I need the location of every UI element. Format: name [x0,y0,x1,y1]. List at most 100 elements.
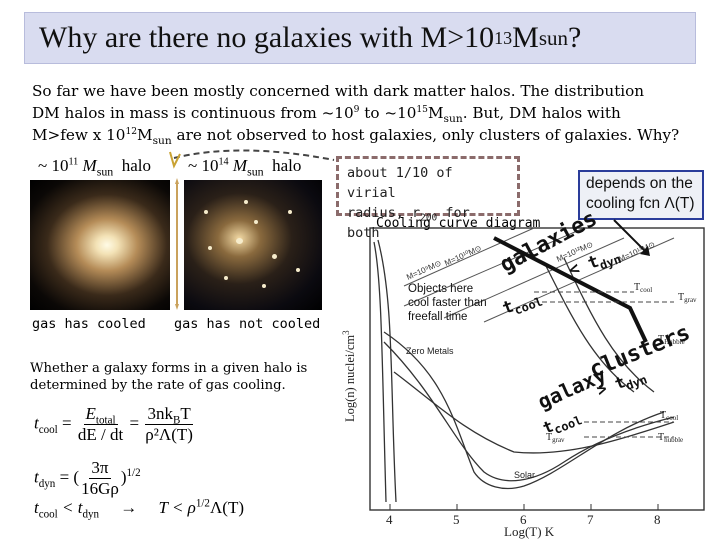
caption-right: gas has not cooled [174,316,321,332]
eq3-a-sub: cool [38,508,58,521]
eq1-lhs-sub: cool [38,423,58,436]
cluster-galaxy-dot [236,238,243,244]
equation-tcool: tcool = Etotal dE / dt = 3nkBT ρ²Λ(T) [34,404,195,445]
eq3-arrow: → [120,498,138,517]
eq3-c-sup: 1/2 [195,497,210,510]
title-mid: M [512,21,539,54]
intro-line-3: M>few x 1012Msun are not observed to hos… [32,124,704,146]
thubble-label-t: T [658,334,664,345]
virial-note-line-2-a: radius, r [347,205,421,221]
tgrav-label-2: Tgrav [546,432,565,444]
eq2-lhs: t [34,467,39,487]
x-tick-8: 8 [654,512,661,527]
halo-left-suffix: halo [121,156,151,175]
eq1-den2: ρ²Λ(T) [145,425,193,444]
x-tick-4: 4 [386,512,393,527]
mass-line [443,237,625,319]
cooling-curve-plot: 4 5 6 7 8 Log(T) K Log(n) nuclei/cm3 M=1… [341,227,705,539]
cooling-curve [373,241,387,503]
halo-left-prefix: ~ 10 [38,156,69,175]
tcool-label-sub: cool [640,286,652,294]
intro-line-3-b: M [137,126,153,144]
eq1-num-sub: total [95,414,116,427]
cooling-note-line-1: depends on the [586,175,693,192]
virial-note-line-1: about 1/10 of virial [347,165,453,201]
y-axis-label-exp: 3 [341,330,351,335]
solar-label: Solar [514,470,535,480]
intro-line-2-d: . But, DM halos with [462,104,621,122]
x-axis-label: Log(T) K [504,524,555,539]
halo-right-prefix: ~ 10 [188,156,219,175]
halo-left-sub: sun [96,164,114,179]
tgrav-label-2-t: T [546,432,552,443]
intro-paragraph: So far we have been mostly concerned wit… [32,80,704,146]
tcool-label-2-sub: cool [666,414,678,422]
eq1-num2: 3nk [147,404,173,423]
halo-right-sub: sun [247,164,264,179]
zero-metals-label: Zero Metals [406,346,454,356]
cooling-curve-zero-metals [383,331,665,490]
tgrav-label-t: T [678,292,684,303]
mass-line [403,227,585,307]
mass-line [403,227,535,287]
cooling-note-arrow [613,219,650,256]
x-tick-5: 5 [453,512,460,527]
thubble-label-2: Thubble [658,432,683,444]
equation-condition: tcool < tdyn → T < ρ1/2Λ(T) [34,497,244,521]
cooling-curve-solar [383,341,675,482]
equation-tdyn: tdyn = (3π 16Gρ)1/2 [34,458,141,499]
tgrav-label-2-sub: grav [552,436,565,444]
virial-note-line-2: radius, r200 for both [347,203,509,243]
cooling-curve-caption: Cooling curve diagram [376,216,541,231]
tcool-label-t: T [634,282,640,293]
emphasis-curve [493,236,648,343]
halo-left-exp: 11 [68,156,79,168]
eq2-paren-open: ( [73,467,80,487]
cooling-note-line-2: cooling fcn Λ(T) [586,195,695,212]
body-text: Whether a galaxy forms in a given halo i… [30,361,308,393]
y-axis-label-text: Log(n) nuclei/cm [343,335,357,422]
eq3-b-sub: dyn [82,508,100,521]
halo-label-left: ~ 1011 Msun halo [38,156,151,178]
intro-line-3-a: M>few x 10 [32,126,126,144]
cluster-galaxy-dot [296,268,300,272]
eq1-num2-sub: B [172,414,181,427]
thubble-label-2-t: T [658,432,664,443]
eq3-c: T < ρ [158,498,196,517]
eq2-paren-close: ) [120,467,127,487]
tgrav-label: Tgrav [678,292,697,304]
eq1-den: dE / dt [77,425,124,444]
eq2-frac: 3π 16Gρ [79,458,121,499]
eq1-lhs: t [34,413,39,433]
intro-line-2-a: DM halos in mass is continuous from ~10 [32,104,354,122]
virial-note-line-2-b: for both [347,205,470,241]
eq1-num2-b: T [180,404,191,423]
intro-line-2-c: M [427,104,444,122]
cluster-galaxy-dot [208,246,212,250]
intro-line-2-b: to ~10 [359,104,417,122]
cluster-galaxy-dot [224,276,228,280]
eq3-a: t [34,498,39,517]
eq2-num: 3π [89,458,111,479]
intro-line-2-exp2: 15 [416,104,428,115]
cluster-galaxy-dot [262,284,266,288]
cooling-curve [393,371,675,454]
cluster-galaxy-dot [254,220,258,224]
cluster-galaxy-dot [288,210,292,214]
cluster-galaxy-dot [204,210,208,214]
caption-left: gas has cooled [32,316,146,332]
intro-line-3-exp: 12 [125,126,138,137]
elliptical-galaxy-image [30,180,170,310]
eq1-frac2: 3nkBT ρ²Λ(T) [143,404,195,445]
y-axis-label: Log(n) nuclei/cm3 [341,330,357,422]
intro-line-1: So far we have been mostly concerned wit… [32,82,645,100]
objects-label-3: freefall time [408,311,467,323]
intro-line-2-sub: sun [443,112,463,126]
tgrav-label-sub: grav [684,296,697,304]
objects-label-2: cool faster than [408,297,487,309]
virial-note-line-2-sub: 200 [420,212,438,224]
eq2-den: 16Gρ [81,479,119,498]
halo-left-m: M [82,156,97,175]
halo-right-m: M [232,156,248,175]
eq3-b: < t [57,498,83,517]
